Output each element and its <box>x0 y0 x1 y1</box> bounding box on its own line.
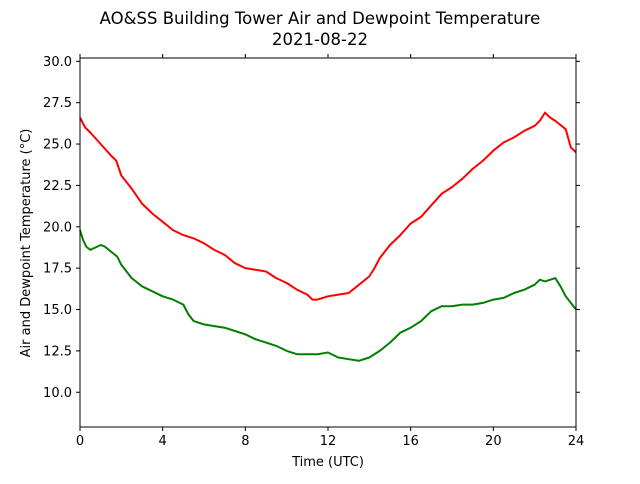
y-tick-label: 22.5 <box>43 179 72 194</box>
x-axis-label: Time (UTC) <box>291 455 364 470</box>
x-tick-label: 4 <box>159 434 167 449</box>
x-tick-label: 24 <box>568 434 585 449</box>
air-temperature-line <box>79 111 577 301</box>
y-tick-label: 25.0 <box>43 138 72 153</box>
chart-title: AO&SS Building Tower Air and Dewpoint Te… <box>100 9 541 28</box>
plot-area-frame <box>79 57 577 428</box>
y-tick-label: 12.5 <box>43 344 72 359</box>
x-tick-label: 0 <box>76 434 84 449</box>
y-axis-label: Air and Dewpoint Temperature (°C) <box>19 129 34 358</box>
y-tick-label: 17.5 <box>43 262 72 277</box>
y-tick-label: 15.0 <box>43 303 72 318</box>
x-tick-label: 20 <box>485 434 502 449</box>
x-tick-label: 16 <box>402 434 419 449</box>
plot-lines <box>79 111 577 362</box>
y-tick-label: 27.5 <box>43 96 72 111</box>
x-tick-label: 12 <box>320 434 337 449</box>
y-tick-label: 20.0 <box>43 220 72 235</box>
x-tick-label: 8 <box>241 434 249 449</box>
chart-subtitle: 2021-08-22 <box>272 30 368 49</box>
ticks: 0 4 8 12 16 20 24 10.0 12.5 15.0 17.5 20.0 22.5 25.0 2… <box>43 54 584 449</box>
y-tick-label: 30.0 <box>43 55 72 70</box>
y-tick-label: 10.0 <box>43 386 72 401</box>
dewpoint-temperature-line <box>79 229 577 362</box>
